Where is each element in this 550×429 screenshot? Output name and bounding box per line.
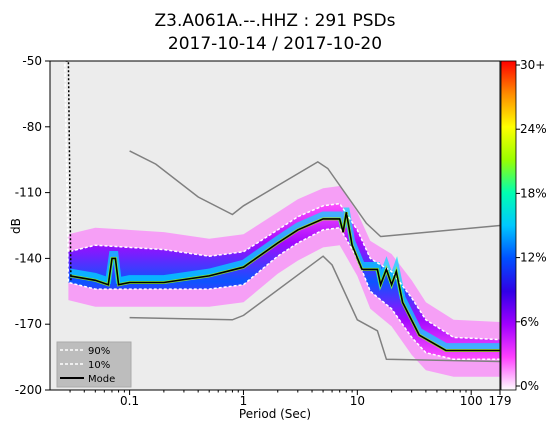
x-tick-label: 179 bbox=[489, 394, 512, 408]
colorbar-tick-label: 18% bbox=[520, 186, 547, 200]
x-tick-label: 0.1 bbox=[120, 394, 139, 408]
y-tick-label: -200 bbox=[15, 383, 42, 397]
colorbar-tick-label: 6% bbox=[520, 315, 539, 329]
mode-line bbox=[69, 212, 500, 352]
plot-border bbox=[49, 60, 501, 391]
y-tick-label: -50 bbox=[22, 54, 42, 68]
percentile-curves bbox=[64, 61, 500, 363]
colorbar-tick-label: 30+ bbox=[520, 58, 545, 72]
colorbar: 30+ 24% 18% 12% 6% 0% bbox=[500, 58, 547, 393]
legend-label-90: 90% bbox=[88, 346, 110, 357]
p90-line bbox=[64, 61, 500, 341]
x-tick-label: 1 bbox=[240, 394, 248, 408]
y-axis: -50 -80 -110 -140 -170 -200 bbox=[15, 54, 50, 397]
legend-box bbox=[56, 341, 132, 388]
noise-model-high-line bbox=[129, 150, 500, 238]
y-tick-label: -140 bbox=[15, 251, 42, 265]
colorbar-tick-label: 24% bbox=[520, 122, 547, 136]
x-axis: 0.1 1 10 100 179 bbox=[69, 390, 512, 408]
chart-subtitle: 2017-10-14 / 2017-10-20 bbox=[168, 34, 382, 54]
x-tick-label: 10 bbox=[350, 394, 365, 408]
y-axis-label: dB bbox=[9, 218, 23, 234]
noise-model-low-line bbox=[129, 255, 500, 363]
colorbar-ticks: 30+ 24% 18% 12% 6% 0% bbox=[516, 58, 547, 393]
p10-line bbox=[64, 61, 500, 361]
legend-label-10: 10% bbox=[88, 360, 110, 371]
chart-title: Z3.A061A.--.HHZ : 291 PSDs bbox=[155, 11, 396, 31]
legend: 90% 10% Mode bbox=[56, 341, 132, 388]
x-tick-label: 100 bbox=[460, 394, 483, 408]
y-tick-label: -110 bbox=[15, 186, 42, 200]
colorbar-gradient bbox=[500, 60, 517, 391]
x-axis-label: Period (Sec) bbox=[239, 407, 311, 421]
colorbar-tick-label: 0% bbox=[520, 379, 539, 393]
y-tick-label: -80 bbox=[22, 120, 42, 134]
y-tick-label: -170 bbox=[15, 317, 42, 331]
short-period-spike bbox=[65, 61, 72, 281]
colorbar-tick-label: 12% bbox=[520, 251, 547, 265]
legend-label-mode: Mode bbox=[88, 374, 115, 385]
